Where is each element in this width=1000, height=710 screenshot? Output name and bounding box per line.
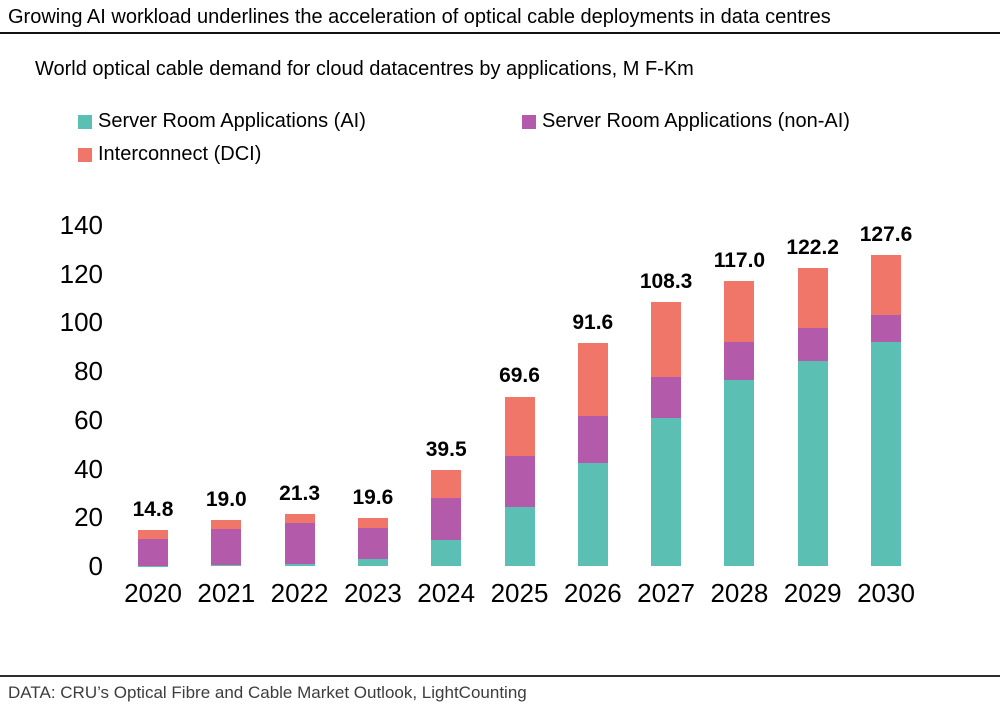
legend-label-non-ai: Server Room Applications (non-AI): [542, 110, 850, 132]
stacked-bar-2025: 69.6: [499, 365, 540, 566]
bar-segment-non_ai-2026: [577, 415, 608, 463]
x-tick-label-2021: 2021: [197, 578, 256, 608]
y-tick-label-20: 20: [74, 502, 103, 533]
bar-segment-dci-2022: [284, 514, 315, 524]
y-tick-label-120: 120: [59, 258, 103, 289]
bar-segment-ai-2030: [871, 342, 901, 566]
bar-segment-dci-2023: [357, 518, 388, 528]
legend-swatch-dci-icon: [78, 147, 92, 162]
x-tick-label-2029: 2029: [783, 578, 842, 608]
x-tick-label-2028: 2028: [710, 578, 769, 608]
legend-swatch-ai-icon: [78, 114, 92, 129]
data-source: DATA: CRU’s Optical Fibre and Cable Mark…: [8, 683, 527, 702]
page-title: Growing AI workload underlines the accel…: [8, 6, 831, 28]
bar-total-label-2026: 91.6: [572, 310, 614, 334]
y-tick-label-140: 140: [59, 210, 103, 240]
bar-segment-ai-2027: [651, 418, 682, 566]
bar-total-label-2028: 117.0: [713, 249, 766, 273]
stacked-bar-2029: 122.2: [786, 237, 839, 566]
stacked-bar-2021: 19.0: [206, 489, 247, 566]
bar-segment-ai-2029: [797, 360, 828, 566]
y-tick-label-0: 0: [88, 551, 103, 581]
y-tick-label-80: 80: [74, 356, 103, 387]
bar-total-label-2023: 19.6: [352, 486, 394, 510]
bar-segment-non_ai-2020: [138, 538, 168, 566]
legend-label-ai: Server Room Applications (AI): [98, 110, 366, 132]
x-tick-label-2024: 2024: [417, 578, 476, 608]
bar-total-label-2020: 14.8: [132, 497, 174, 521]
stacked-bar-2024: 39.5: [426, 439, 467, 566]
bar-segment-dci-2024: [431, 469, 462, 498]
y-axis: 0 20 40 60 80 100 120 140: [0, 212, 103, 579]
y-tick-label-40: 40: [74, 453, 103, 484]
title-underline: [0, 32, 1000, 34]
x-tick-label-2020: 2020: [124, 578, 182, 608]
bar-total-label-2025: 69.6: [499, 364, 540, 388]
y-tick-label-60: 60: [74, 404, 103, 435]
bar-segment-non_ai-2030: [871, 315, 901, 343]
x-tick-label-2030: 2030: [857, 578, 915, 608]
plot-area: 14.8 19.0 21.3 19.6 39.5 69.6 91.6 108.3 117.0 12…: [110, 224, 990, 566]
bar-segment-ai-2023: [357, 558, 388, 566]
legend-label-dci: Interconnect (DCI): [98, 143, 262, 165]
bar-total-label-2024: 39.5: [425, 437, 467, 461]
x-tick-label-2027: 2027: [637, 578, 696, 608]
footer-divider: [0, 675, 1000, 677]
legend-item-server-room-non-ai: Server Room Applications (non-AI): [522, 110, 850, 133]
bar-segment-ai-2026: [577, 462, 608, 566]
bar-segment-dci-2028: [724, 281, 755, 343]
x-tick-label-2022: 2022: [270, 578, 329, 608]
x-tick-label-2026: 2026: [563, 578, 622, 608]
bar-segment-ai-2025: [504, 506, 535, 566]
legend-item-interconnect-dci: Interconnect (DCI): [78, 143, 261, 166]
bar-segment-non_ai-2022: [284, 523, 315, 564]
x-axis: 2020 2021 2022 2023 2024 2025 2026 2027 2028 2029…: [110, 580, 990, 610]
chart-subtitle: World optical cable demand for cloud dat…: [35, 58, 694, 80]
bar-segment-dci-2021: [211, 519, 242, 530]
x-tick-label-2023: 2023: [343, 578, 402, 608]
legend-swatch-non-ai-icon: [522, 114, 536, 129]
bar-segment-non_ai-2029: [797, 328, 828, 361]
bar-total-label-2027: 108.3: [639, 270, 693, 294]
bar-segment-dci-2030: [871, 255, 901, 316]
bar-segment-dci-2025: [504, 396, 535, 457]
bar-segment-non_ai-2027: [651, 377, 682, 419]
bar-segment-ai-2021: [211, 564, 242, 566]
stacked-bar-2023: 19.6: [352, 487, 393, 566]
bar-segment-non_ai-2024: [431, 497, 462, 541]
bar-segment-non_ai-2028: [724, 342, 755, 380]
bar-segment-ai-2022: [284, 563, 315, 566]
stacked-bar-2026: 91.6: [572, 312, 613, 566]
bar-segment-dci-2020: [138, 529, 168, 539]
bar-segment-non_ai-2023: [357, 527, 388, 559]
x-tick-label-2025: 2025: [490, 578, 549, 608]
bar-total-label-2022: 21.3: [279, 482, 321, 506]
bar-segment-dci-2027: [651, 302, 682, 378]
bar-total-label-2021: 19.0: [205, 487, 247, 511]
bar-segment-dci-2026: [577, 342, 608, 416]
bar-segment-non_ai-2021: [211, 529, 242, 565]
y-tick-label-100: 100: [59, 307, 103, 338]
stacked-bar-2022: 21.3: [279, 483, 320, 566]
stacked-bar-2020: 14.8: [133, 499, 173, 566]
bar-segment-ai-2024: [431, 540, 462, 566]
bar-total-label-2029: 122.2: [786, 236, 839, 260]
bar-segment-non_ai-2025: [504, 456, 535, 507]
bar-segment-dci-2029: [797, 268, 828, 329]
stacked-bar-2030: 127.6: [860, 224, 912, 566]
stacked-bar-2028: 117.0: [714, 250, 765, 566]
legend-item-server-room-ai: Server Room Applications (AI): [78, 110, 366, 133]
bar-segment-ai-2028: [724, 379, 755, 566]
bar-total-label-2030: 127.6: [859, 223, 913, 247]
stacked-bar-2027: 108.3: [640, 271, 692, 566]
